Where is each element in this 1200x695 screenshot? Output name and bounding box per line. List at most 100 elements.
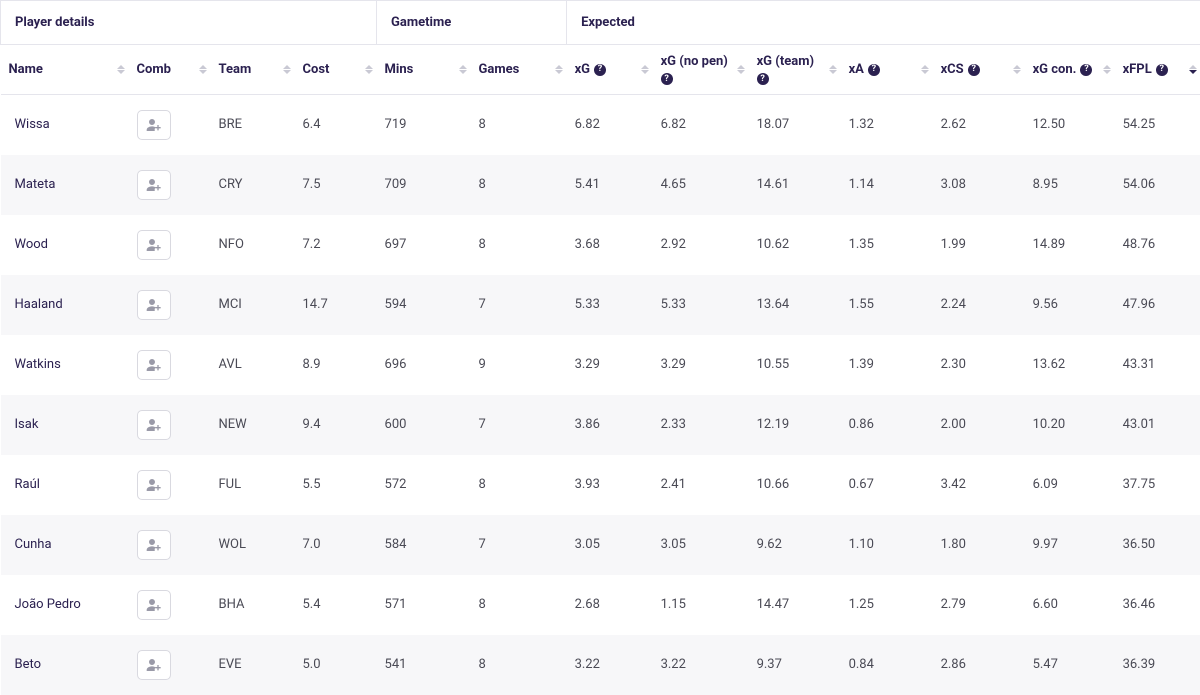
column-header-games[interactable]: Games: [471, 45, 567, 95]
player-name-cell: João Pedro: [1, 575, 129, 635]
sort-icon[interactable]: [1189, 63, 1197, 77]
add-player-button[interactable]: [137, 590, 171, 620]
sort-icon[interactable]: [365, 63, 373, 77]
sort-icon[interactable]: [459, 63, 467, 77]
column-header-xgnp[interactable]: xG (no pen)?: [653, 45, 749, 95]
add-user-icon: [146, 298, 162, 312]
add-player-button[interactable]: [137, 410, 171, 440]
help-icon[interactable]: ?: [661, 73, 673, 85]
xg-con-cell: 9.56: [1025, 275, 1115, 335]
column-label: xG (no pen): [661, 54, 728, 70]
sort-icon[interactable]: [1103, 63, 1111, 77]
sort-icon[interactable]: [117, 63, 125, 77]
xcs-cell: 1.99: [933, 215, 1025, 275]
column-header-mins[interactable]: Mins: [377, 45, 471, 95]
column-label: Comb: [137, 62, 171, 78]
mins-cell: 719: [377, 95, 471, 155]
table-row: CunhaWOL7.058473.053.059.621.101.809.973…: [1, 515, 1200, 575]
sort-icon[interactable]: [555, 63, 563, 77]
comb-cell: [129, 515, 211, 575]
xg-team-cell: 13.64: [749, 275, 841, 335]
column-header-xcs[interactable]: xCS?: [933, 45, 1025, 95]
add-player-button[interactable]: [137, 170, 171, 200]
xfpl-cell: 47.96: [1115, 275, 1200, 335]
xg-con-cell: 5.47: [1025, 635, 1115, 695]
xg-no-pen-cell: 3.22: [653, 635, 749, 695]
add-player-button[interactable]: [137, 530, 171, 560]
column-header-xg[interactable]: xG?: [567, 45, 653, 95]
player-name-cell: Cunha: [1, 515, 129, 575]
xa-cell: 1.25: [841, 575, 933, 635]
cost-cell: 7.2: [295, 215, 377, 275]
cost-cell: 7.0: [295, 515, 377, 575]
column-header-xfpl[interactable]: xFPL?: [1115, 45, 1200, 95]
sort-icon[interactable]: [737, 63, 745, 77]
games-cell: 9: [471, 335, 567, 395]
mins-cell: 600: [377, 395, 471, 455]
xfpl-cell: 43.31: [1115, 335, 1200, 395]
column-header-name[interactable]: Name: [1, 45, 129, 95]
xg-con-cell: 8.95: [1025, 155, 1115, 215]
team-cell: FUL: [211, 455, 295, 515]
table-row: IsakNEW9.460073.862.3312.190.862.0010.20…: [1, 395, 1200, 455]
team-cell: AVL: [211, 335, 295, 395]
xcs-cell: 3.08: [933, 155, 1025, 215]
add-player-button[interactable]: [137, 230, 171, 260]
add-player-button[interactable]: [137, 290, 171, 320]
cost-cell: 5.4: [295, 575, 377, 635]
xa-cell: 0.86: [841, 395, 933, 455]
help-icon[interactable]: ?: [1156, 64, 1168, 76]
team-cell: NEW: [211, 395, 295, 455]
sort-icon[interactable]: [641, 63, 649, 77]
column-header-xa[interactable]: xA?: [841, 45, 933, 95]
add-player-button[interactable]: [137, 470, 171, 500]
help-icon[interactable]: ?: [968, 64, 980, 76]
xg-cell: 5.41: [567, 155, 653, 215]
xg-team-cell: 10.55: [749, 335, 841, 395]
xg-no-pen-cell: 4.65: [653, 155, 749, 215]
add-user-icon: [146, 598, 162, 612]
help-icon[interactable]: ?: [594, 64, 606, 76]
xa-cell: 1.10: [841, 515, 933, 575]
add-user-icon: [146, 358, 162, 372]
column-header-comb[interactable]: Comb: [129, 45, 211, 95]
add-player-button[interactable]: [137, 650, 171, 680]
help-icon[interactable]: ?: [757, 73, 769, 85]
add-user-icon: [146, 178, 162, 192]
help-icon[interactable]: ?: [868, 64, 880, 76]
team-cell: MCI: [211, 275, 295, 335]
add-player-button[interactable]: [137, 350, 171, 380]
xfpl-cell: 54.25: [1115, 95, 1200, 155]
games-cell: 8: [471, 635, 567, 695]
xg-con-cell: 14.89: [1025, 215, 1115, 275]
sort-icon[interactable]: [283, 63, 291, 77]
column-header-team[interactable]: Team: [211, 45, 295, 95]
sort-icon[interactable]: [199, 63, 207, 77]
cost-cell: 5.5: [295, 455, 377, 515]
add-player-button[interactable]: [137, 110, 171, 140]
player-name-cell: Haaland: [1, 275, 129, 335]
xg-cell: 6.82: [567, 95, 653, 155]
column-header-xgcon[interactable]: xG con.?: [1025, 45, 1115, 95]
xg-team-cell: 12.19: [749, 395, 841, 455]
table-row: RaúlFUL5.557283.932.4110.660.673.426.093…: [1, 455, 1200, 515]
help-icon[interactable]: ?: [1080, 64, 1092, 76]
xg-team-cell: 14.61: [749, 155, 841, 215]
column-header-xgtm[interactable]: xG (team)?: [749, 45, 841, 95]
group-header-gametime: Gametime: [377, 1, 567, 45]
mins-cell: 696: [377, 335, 471, 395]
sort-icon[interactable]: [829, 63, 837, 77]
xg-cell: 5.33: [567, 275, 653, 335]
sort-icon[interactable]: [1013, 63, 1021, 77]
team-cell: CRY: [211, 155, 295, 215]
xg-con-cell: 10.20: [1025, 395, 1115, 455]
games-cell: 7: [471, 395, 567, 455]
cost-cell: 14.7: [295, 275, 377, 335]
comb-cell: [129, 215, 211, 275]
sort-icon[interactable]: [921, 63, 929, 77]
add-user-icon: [146, 478, 162, 492]
cost-cell: 8.9: [295, 335, 377, 395]
comb-cell: [129, 575, 211, 635]
cost-cell: 5.0: [295, 635, 377, 695]
column-header-cost[interactable]: Cost: [295, 45, 377, 95]
